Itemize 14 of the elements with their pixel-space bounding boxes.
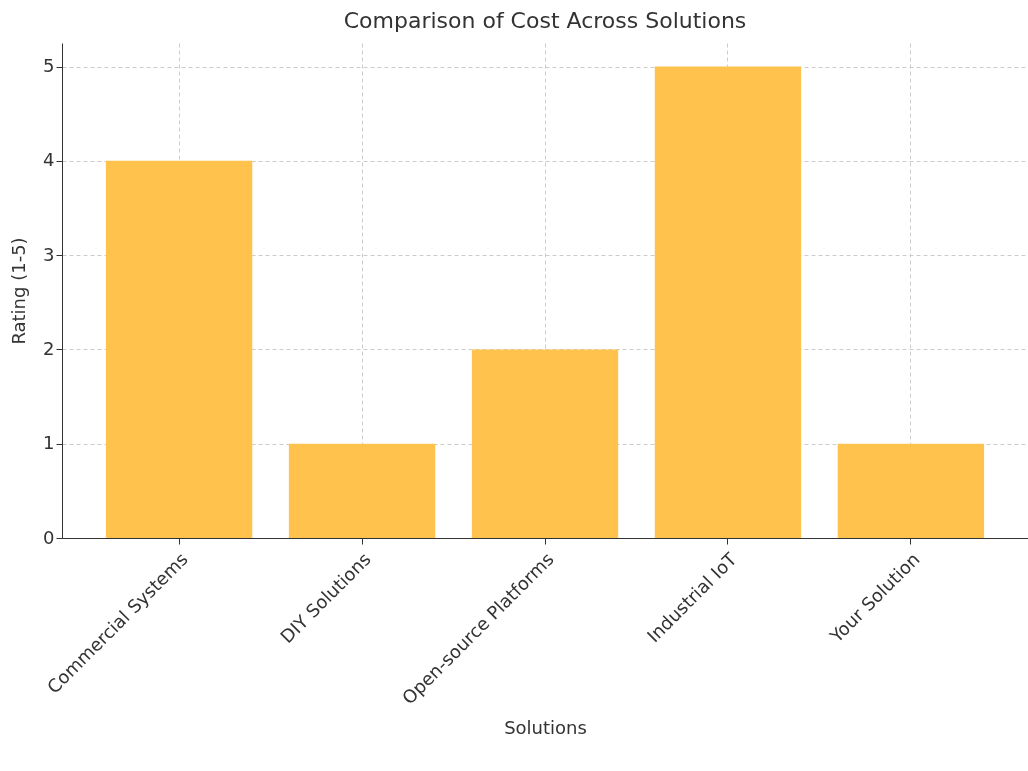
bar: [837, 443, 985, 538]
y-tick-label: 5: [43, 55, 55, 77]
y-tick-label: 0: [43, 526, 55, 548]
y-tick-label: 2: [43, 337, 55, 359]
y-tick-label: 1: [43, 432, 55, 454]
bar: [654, 66, 802, 538]
x-axis-title: Solutions: [504, 717, 587, 739]
y-axis-title: Rating (1-5): [8, 237, 30, 345]
bar: [105, 160, 253, 538]
bar: [288, 443, 436, 538]
bar: [471, 349, 619, 538]
y-tick-label: 4: [43, 149, 55, 171]
y-tick-label: 3: [43, 243, 55, 265]
chart-title: Comparison of Cost Across Solutions: [343, 8, 747, 33]
